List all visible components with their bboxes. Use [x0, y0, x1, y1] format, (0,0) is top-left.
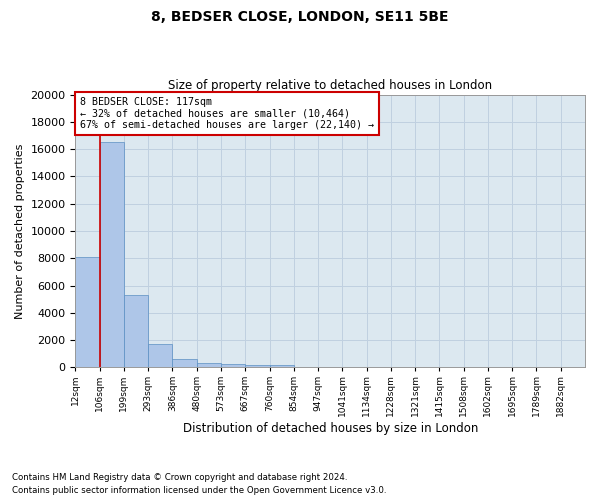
Bar	[76, 257, 100, 368]
Bar	[100, 142, 124, 368]
Text: Contains HM Land Registry data © Crown copyright and database right 2024.: Contains HM Land Registry data © Crown c…	[12, 472, 347, 482]
Bar	[197, 362, 221, 368]
Text: 8 BEDSER CLOSE: 117sqm
← 32% of detached houses are smaller (10,464)
67% of semi: 8 BEDSER CLOSE: 117sqm ← 32% of detached…	[80, 98, 374, 130]
Bar	[269, 365, 294, 368]
X-axis label: Distribution of detached houses by size in London: Distribution of detached houses by size …	[182, 422, 478, 435]
Bar	[172, 358, 197, 368]
Title: Size of property relative to detached houses in London: Size of property relative to detached ho…	[168, 79, 492, 92]
Bar	[148, 344, 172, 367]
Text: Contains public sector information licensed under the Open Government Licence v3: Contains public sector information licen…	[12, 486, 386, 495]
Text: 8, BEDSER CLOSE, LONDON, SE11 5BE: 8, BEDSER CLOSE, LONDON, SE11 5BE	[151, 10, 449, 24]
Bar	[221, 364, 245, 368]
Y-axis label: Number of detached properties: Number of detached properties	[15, 144, 25, 318]
Bar	[124, 295, 148, 368]
Bar	[245, 364, 269, 368]
